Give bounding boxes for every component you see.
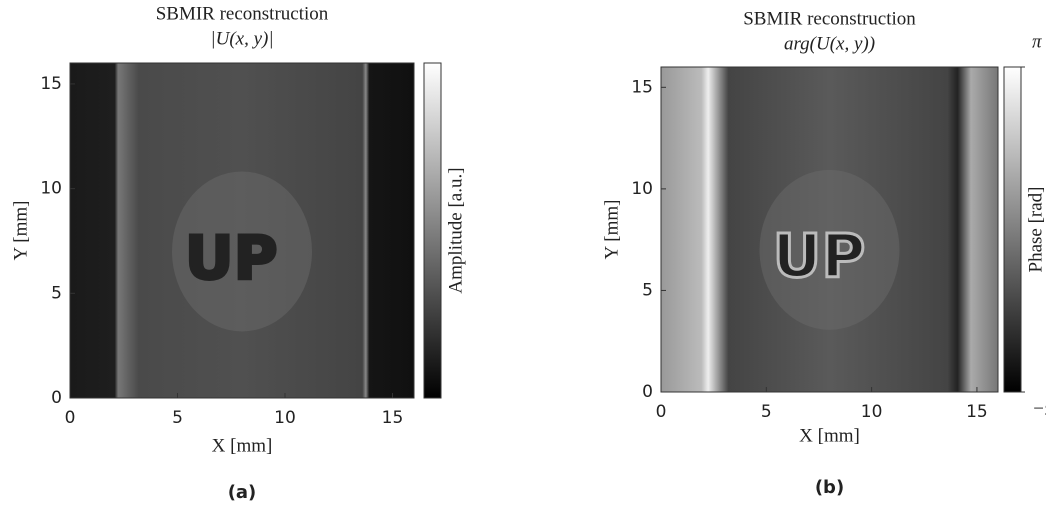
y-tick-label: 10 bbox=[40, 179, 62, 199]
x-tick-label: 15 bbox=[382, 408, 404, 428]
chart-title: |U(x, y)| bbox=[210, 28, 273, 49]
x-tick-label: 10 bbox=[861, 402, 883, 422]
caption: (a) bbox=[228, 482, 257, 503]
x-axis-label: X [mm] bbox=[799, 425, 860, 446]
image-feature bbox=[172, 171, 312, 332]
y-tick-label: 10 bbox=[631, 179, 653, 199]
chart-title: SBMIR reconstruction bbox=[156, 3, 329, 24]
x-tick-label: 0 bbox=[656, 402, 667, 422]
axes-frame bbox=[69, 62, 415, 399]
x-tick-label: 5 bbox=[761, 402, 772, 422]
colorbar bbox=[1003, 66, 1022, 393]
y-tick-label: 0 bbox=[51, 388, 62, 408]
x-tick-label: 0 bbox=[65, 408, 76, 428]
y-tick-label: 5 bbox=[51, 283, 62, 303]
x-tick-label: 5 bbox=[172, 408, 183, 428]
colorbar-tick-label: −π bbox=[1032, 398, 1046, 419]
colorbar-tick-label: π bbox=[1032, 31, 1042, 52]
x-tick-label: 10 bbox=[274, 408, 296, 428]
y-tick-label: 15 bbox=[40, 74, 62, 94]
image-feature: UP bbox=[773, 222, 866, 292]
image-feature: UP bbox=[185, 224, 278, 294]
y-tick-label: 15 bbox=[631, 77, 653, 97]
caption: (b) bbox=[815, 477, 844, 498]
y-tick-label: 5 bbox=[642, 280, 653, 300]
y-axis-label: Y [mm] bbox=[601, 200, 622, 260]
chart-title: arg(U(x, y)) bbox=[784, 33, 875, 54]
colorbar-label: Amplitude [a.u.] bbox=[445, 167, 466, 293]
axes-frame bbox=[660, 66, 999, 393]
y-tick-label: 0 bbox=[642, 382, 653, 402]
colorbar bbox=[423, 62, 442, 399]
x-tick-label: 15 bbox=[966, 402, 988, 422]
colorbar-label: Phase [rad] bbox=[1025, 187, 1046, 273]
y-axis-label: Y [mm] bbox=[10, 201, 31, 261]
chart-title: SBMIR reconstruction bbox=[743, 8, 916, 29]
image-feature bbox=[759, 169, 900, 330]
x-axis-label: X [mm] bbox=[212, 435, 273, 456]
